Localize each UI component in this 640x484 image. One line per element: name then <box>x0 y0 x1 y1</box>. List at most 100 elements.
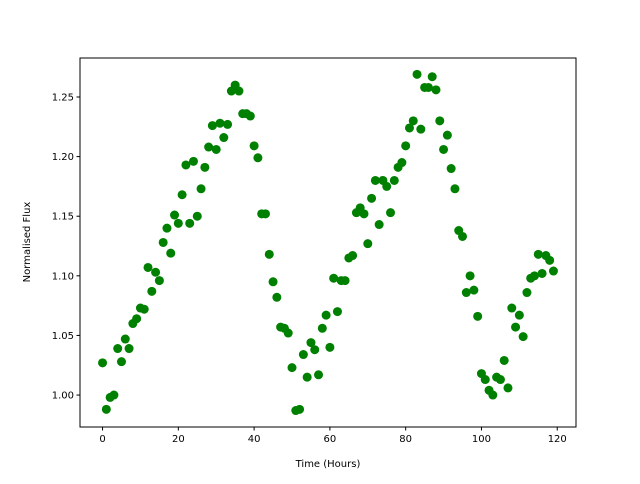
data-point <box>113 344 123 354</box>
data-point <box>522 288 532 298</box>
x-tick-label: 120 <box>548 434 567 445</box>
data-point <box>200 162 210 172</box>
data-point <box>386 208 396 218</box>
data-point <box>397 158 407 168</box>
data-point <box>219 133 229 143</box>
y-tick-label: 1.05 <box>52 331 74 342</box>
data-point <box>192 211 202 221</box>
data-point <box>507 303 517 313</box>
data-point <box>185 218 195 228</box>
data-point <box>329 273 339 283</box>
data-point <box>537 268 547 278</box>
data-point <box>480 375 490 385</box>
data-point <box>533 249 543 259</box>
data-point <box>101 404 111 414</box>
data-point <box>147 286 157 296</box>
data-point <box>143 262 153 272</box>
data-point <box>196 184 206 194</box>
data-point <box>412 69 422 79</box>
data-point <box>260 209 270 219</box>
data-point <box>488 390 498 400</box>
data-point <box>382 181 392 191</box>
data-point <box>287 363 297 373</box>
x-tick-label: 20 <box>172 434 185 445</box>
data-point <box>431 85 441 95</box>
data-point <box>317 323 327 333</box>
data-point <box>173 218 183 228</box>
data-point <box>548 266 558 276</box>
data-point <box>348 251 358 261</box>
data-point <box>332 307 342 317</box>
x-tick-label: 0 <box>99 434 105 445</box>
data-point <box>469 285 479 295</box>
plot-frame <box>79 57 577 428</box>
data-point <box>109 390 119 400</box>
data-point <box>435 116 445 126</box>
data-point <box>389 175 399 185</box>
data-point <box>370 175 380 185</box>
data-point <box>458 231 468 241</box>
data-point <box>170 210 180 220</box>
data-point <box>207 121 217 131</box>
y-axis-label: Normalised Flux <box>22 202 33 283</box>
data-point <box>473 311 483 321</box>
data-point <box>181 160 191 170</box>
data-point <box>321 310 331 320</box>
data-point <box>325 342 335 352</box>
data-point <box>151 267 161 277</box>
data-point <box>264 249 274 259</box>
data-point <box>499 355 509 365</box>
data-point <box>162 223 172 233</box>
data-point <box>416 124 426 134</box>
x-tick-label: 60 <box>324 434 337 445</box>
data-point <box>188 156 198 166</box>
data-point <box>518 332 528 342</box>
data-point <box>245 111 255 121</box>
data-point <box>310 345 320 355</box>
data-point <box>295 404 305 414</box>
data-point <box>367 193 377 203</box>
data-point <box>423 82 433 92</box>
data-point <box>450 184 460 194</box>
data-point <box>98 358 108 368</box>
data-point <box>503 383 513 393</box>
data-point <box>511 322 521 332</box>
data-point <box>465 271 475 281</box>
data-point <box>359 209 369 219</box>
data-point <box>177 190 187 200</box>
data-point <box>124 344 134 354</box>
data-point <box>427 72 437 82</box>
data-point <box>154 276 164 286</box>
data-point <box>283 328 293 338</box>
x-tick-label: 40 <box>248 434 261 445</box>
data-point <box>514 310 524 320</box>
x-tick-label: 80 <box>399 434 412 445</box>
y-tick-label: 1.20 <box>52 152 74 163</box>
data-point <box>439 144 449 154</box>
data-point <box>272 292 282 302</box>
data-point <box>408 116 418 126</box>
data-point <box>495 375 505 385</box>
y-tick-label: 1.25 <box>52 92 74 103</box>
data-point <box>298 350 308 360</box>
data-point <box>139 304 149 314</box>
data-point <box>116 357 126 367</box>
x-axis-label: Time (Hours) <box>295 459 361 470</box>
data-point <box>374 220 384 230</box>
x-tick-label: 100 <box>472 434 491 445</box>
data-point <box>234 86 244 96</box>
data-point <box>223 119 233 129</box>
data-point <box>442 130 452 140</box>
data-point <box>132 314 142 324</box>
data-point <box>268 277 278 287</box>
data-point <box>401 141 411 151</box>
data-point <box>545 255 555 265</box>
data-point <box>363 239 373 249</box>
data-point <box>249 141 259 151</box>
data-point <box>404 123 414 133</box>
data-point <box>166 248 176 258</box>
data-point <box>340 276 350 286</box>
y-tick-label: 1.15 <box>52 212 74 223</box>
data-point <box>530 271 540 281</box>
